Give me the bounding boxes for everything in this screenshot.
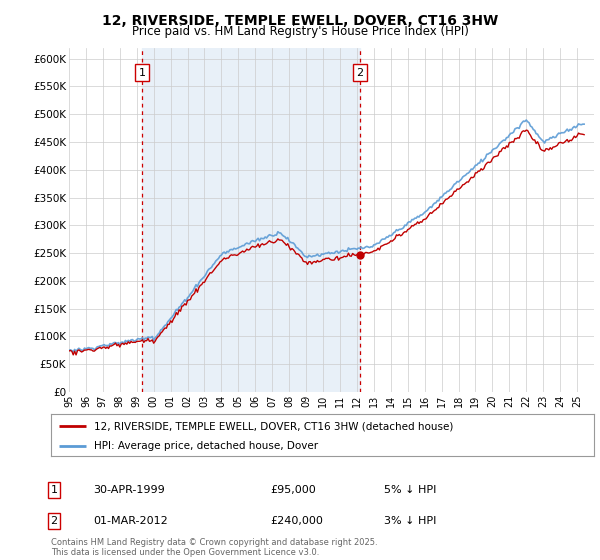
Text: Contains HM Land Registry data © Crown copyright and database right 2025.
This d: Contains HM Land Registry data © Crown c… [51,538,377,557]
Text: 1: 1 [139,68,146,78]
Text: 30-APR-1999: 30-APR-1999 [93,485,165,495]
Text: 01-MAR-2012: 01-MAR-2012 [93,516,168,526]
Text: Price paid vs. HM Land Registry's House Price Index (HPI): Price paid vs. HM Land Registry's House … [131,25,469,38]
Text: £240,000: £240,000 [270,516,323,526]
Text: 2: 2 [50,516,58,526]
Text: 3% ↓ HPI: 3% ↓ HPI [384,516,436,526]
Text: 2: 2 [356,68,364,78]
Text: HPI: Average price, detached house, Dover: HPI: Average price, detached house, Dove… [94,441,319,451]
Text: 1: 1 [50,485,58,495]
Bar [142,48,360,392]
Text: 5% ↓ HPI: 5% ↓ HPI [384,485,436,495]
Text: 12, RIVERSIDE, TEMPLE EWELL, DOVER, CT16 3HW (detached house): 12, RIVERSIDE, TEMPLE EWELL, DOVER, CT16… [94,421,454,431]
Text: £95,000: £95,000 [270,485,316,495]
Text: 12, RIVERSIDE, TEMPLE EWELL, DOVER, CT16 3HW: 12, RIVERSIDE, TEMPLE EWELL, DOVER, CT16… [102,14,498,28]
